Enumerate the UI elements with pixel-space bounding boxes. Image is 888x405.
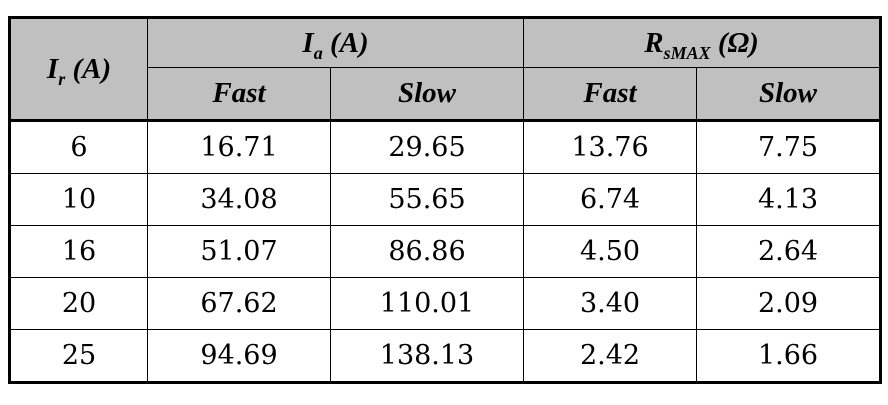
rsmax-header: RsMAX (Ω) — [523, 17, 882, 68]
ir-header: Ir (A) — [9, 17, 148, 121]
ir-cell: 20 — [9, 277, 148, 330]
header-row-1: Ir (A) Ia (A) RsMAX (Ω) — [9, 17, 882, 121]
ia-slow-cell: 55.65 — [329, 173, 525, 226]
ir-cell: 6 — [9, 120, 148, 174]
rs-fast-cell: 3.40 — [523, 277, 698, 330]
rs-fast-cell: 2.42 — [523, 329, 698, 383]
rs-slow-cell: 1.66 — [696, 329, 882, 383]
ia-fast-cell: 67.62 — [147, 277, 331, 330]
rs-fast-cell: 4.50 — [523, 225, 698, 278]
table-body: 6 16.71 29.65 13.76 7.75 10 34.08 55.65 6.74 4.13… — [9, 120, 882, 383]
ia-fast-cell: 34.08 — [147, 173, 331, 226]
table-row: 25 94.69 138.13 2.42 1.66 — [9, 329, 882, 383]
rs-fast-cell: 6.74 — [523, 173, 698, 226]
header-row-2: Fast Slow Fast Slow — [9, 67, 882, 121]
ia-fast-cell: 16.71 — [147, 120, 331, 174]
table-row: 10 34.08 55.65 6.74 4.13 — [9, 173, 882, 226]
ia-slow-cell: 29.65 — [329, 120, 525, 174]
ia-slow-header: Slow — [329, 67, 525, 121]
ia-header: Ia (A) — [146, 17, 525, 68]
rs-fast-cell: 13.76 — [523, 120, 698, 174]
ir-cell: 10 — [9, 173, 148, 226]
rs-slow-cell: 4.13 — [696, 173, 882, 226]
rs-slow-cell: 2.64 — [696, 225, 882, 278]
table-row: 20 67.62 110.01 3.40 2.09 — [9, 277, 882, 330]
values-table: Ir (A) Ia (A) RsMAX (Ω) Fast Slow Fast S… — [8, 16, 883, 384]
ia-slow-cell: 86.86 — [329, 225, 525, 278]
table-row: 16 51.07 86.86 4.50 2.64 — [9, 225, 882, 278]
table-row: 6 16.71 29.65 13.76 7.75 — [9, 120, 882, 174]
rs-slow-cell: 7.75 — [696, 120, 882, 174]
ir-cell: 25 — [9, 329, 148, 383]
ia-fast-cell: 94.69 — [147, 329, 331, 383]
rs-slow-cell: 2.09 — [696, 277, 882, 330]
rs-slow-header: Slow — [696, 67, 882, 121]
rs-fast-header: Fast — [523, 67, 698, 121]
ir-cell: 16 — [9, 225, 148, 278]
ia-fast-cell: 51.07 — [147, 225, 331, 278]
ia-fast-header: Fast — [147, 67, 331, 121]
ia-slow-cell: 110.01 — [329, 277, 525, 330]
ia-slow-cell: 138.13 — [329, 329, 525, 383]
